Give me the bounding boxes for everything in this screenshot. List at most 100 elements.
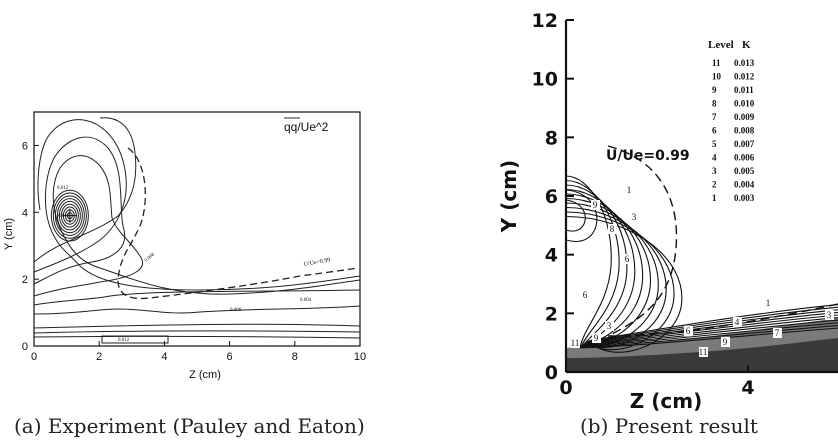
panel-a-x-tick-label: 8 bbox=[292, 351, 298, 363]
legend-level: 7 bbox=[712, 112, 717, 122]
panel-b-contour-label: 11 bbox=[699, 347, 708, 357]
panel-b-y-tick-label: 4 bbox=[545, 245, 558, 267]
contour-label-bg bbox=[571, 338, 580, 348]
contour-label-bg bbox=[592, 333, 601, 343]
panel-b-x-label: Z (cm) bbox=[630, 389, 702, 413]
panel-a-x-tick-label: 2 bbox=[96, 351, 102, 363]
legend-k-value: 0.006 bbox=[734, 153, 755, 163]
panel-a-contour-label: 0.010 bbox=[58, 214, 70, 219]
panel-a-contour-line bbox=[33, 136, 361, 291]
legend-header-level: Level bbox=[708, 39, 734, 51]
panel-a-edge-label: U/Ue=0.99 bbox=[303, 257, 331, 268]
legend-level: 2 bbox=[712, 180, 717, 190]
contour-label-bg bbox=[608, 224, 617, 234]
contour-label-bg bbox=[721, 337, 730, 347]
contour-label-bg bbox=[684, 326, 693, 336]
panel-a-y-tick-label: 0 bbox=[22, 341, 28, 353]
panel-b-present-result: 048024681012 Z (cm) Y (cm) U/Ue=0.99 Lev… bbox=[497, 10, 838, 413]
panel-b-edge-label: U/Ue=0.99 bbox=[606, 148, 690, 164]
panel-a-quantity-label: qq/Ue^2 bbox=[284, 120, 329, 134]
legend-k-value: 0.010 bbox=[734, 99, 755, 109]
contour-label-bg bbox=[699, 347, 708, 357]
panel-a-contour-line bbox=[33, 289, 361, 306]
contour-label-bg bbox=[623, 254, 632, 264]
panel-a-contour-line bbox=[33, 335, 361, 339]
panel-a-vortex-contour bbox=[58, 200, 81, 231]
panel-a-y-tick-label: 6 bbox=[22, 140, 28, 152]
contour-label-bg bbox=[591, 200, 600, 210]
panel-b-contour-label: 9 bbox=[594, 333, 599, 343]
panel-a-x-label: Z (cm) bbox=[189, 369, 221, 381]
panel-a-frame bbox=[33, 111, 361, 347]
panel-b-contour-label: 4 bbox=[735, 317, 740, 327]
panel-b-contour-label: 3 bbox=[607, 321, 612, 331]
panel-b-contour-label: 11 bbox=[571, 338, 580, 348]
legend-level: 8 bbox=[712, 99, 717, 109]
legend-level: 6 bbox=[712, 126, 717, 136]
legend-level: 1 bbox=[712, 193, 717, 203]
legend-level: 4 bbox=[712, 153, 717, 163]
contour-label-bg bbox=[773, 328, 782, 338]
legend-level: 5 bbox=[712, 139, 717, 149]
panel-b-contour-label: 6 bbox=[625, 254, 630, 264]
panel-a-y-label: Y (cm) bbox=[3, 218, 15, 250]
legend-level: 3 bbox=[712, 166, 717, 176]
panel-b-contour-label: 7 bbox=[775, 328, 780, 338]
panel-b-contour-line bbox=[565, 199, 586, 232]
panel-a-contour-line bbox=[33, 305, 361, 315]
panel-b-contour-label: 6 bbox=[583, 290, 588, 300]
panel-b-contour-label: 6 bbox=[686, 326, 691, 336]
panel-b-y-tick-label: 6 bbox=[545, 186, 558, 208]
panel-b-y-tick-label: 12 bbox=[532, 10, 558, 32]
panel-a-contour-line bbox=[33, 155, 361, 297]
panel-a-vortex-contour bbox=[56, 198, 83, 234]
panel-b-y-tick-label: 10 bbox=[532, 69, 558, 91]
legend-level: 9 bbox=[712, 85, 717, 95]
panel-a-contour-label: 0.012 bbox=[118, 338, 130, 343]
panel-b-contour-label: 3 bbox=[827, 310, 832, 320]
legend-k-value: 0.013 bbox=[734, 58, 755, 68]
panel-a-x-tick-label: 10 bbox=[354, 351, 366, 363]
panel-a-experiment: 0 2 4 6 8 10 0 2 4 6 Z (cm) Y (cm) qq/Ue^2 U/Ue=0… bbox=[3, 111, 366, 381]
legend-k-value: 0.005 bbox=[734, 166, 755, 176]
caption-a: (a) Experiment (Pauley and Eaton) bbox=[14, 414, 365, 438]
panel-a-contour-line bbox=[33, 330, 361, 334]
panel-b-edge-line bbox=[607, 145, 838, 337]
panel-b-contour-label: 1 bbox=[766, 298, 771, 308]
panel-a-y-tick-label: 4 bbox=[22, 207, 28, 219]
contour-label-bg bbox=[581, 290, 590, 300]
contour-label-bg bbox=[733, 317, 742, 327]
legend-level: 11 bbox=[712, 58, 721, 68]
panel-a-contour-label: 0.012 bbox=[57, 186, 69, 191]
panel-b-x-tick-label: 0 bbox=[559, 377, 572, 399]
panel-a-contour-label: 0.008 bbox=[144, 252, 156, 263]
panel-a-x-tick-label: 0 bbox=[31, 351, 37, 363]
panel-a-contour-line bbox=[33, 323, 361, 329]
panel-b-y-tick-label: 2 bbox=[545, 303, 558, 325]
panel-a-y-tick-label: 2 bbox=[22, 274, 28, 286]
panel-a-vortex-contour bbox=[52, 192, 87, 239]
panel-b-y-label: Y (cm) bbox=[497, 160, 521, 233]
panel-a-x-tick-label: 4 bbox=[161, 351, 167, 363]
panel-b-contour-label: 9 bbox=[593, 200, 598, 210]
caption-b: (b) Present result bbox=[580, 414, 758, 438]
legend-k-value: 0.008 bbox=[734, 126, 755, 136]
panel-a-edge-line bbox=[117, 147, 359, 300]
legend-k-value: 0.007 bbox=[734, 139, 755, 149]
contour-label-bg bbox=[605, 321, 614, 331]
contour-label-bg bbox=[630, 212, 639, 222]
panel-a-vortex-contour bbox=[60, 203, 79, 228]
contour-label-bg bbox=[764, 298, 773, 308]
panel-b-contour-line bbox=[565, 189, 598, 243]
panel-b-y-tick-label: 0 bbox=[545, 362, 558, 384]
legend-level: 10 bbox=[712, 72, 722, 82]
panel-a-contour-label: 0.006 bbox=[230, 308, 242, 313]
panel-a-contour-label: 0.004 bbox=[300, 298, 312, 303]
legend-k-value: 0.004 bbox=[734, 180, 755, 190]
panel-b-x-tick-label: 4 bbox=[741, 377, 754, 399]
panel-a-x-tick-label: 6 bbox=[227, 351, 233, 363]
legend-header-k: K bbox=[742, 39, 751, 51]
panel-b-contour-line bbox=[565, 179, 838, 348]
contour-label-bg bbox=[625, 185, 634, 195]
